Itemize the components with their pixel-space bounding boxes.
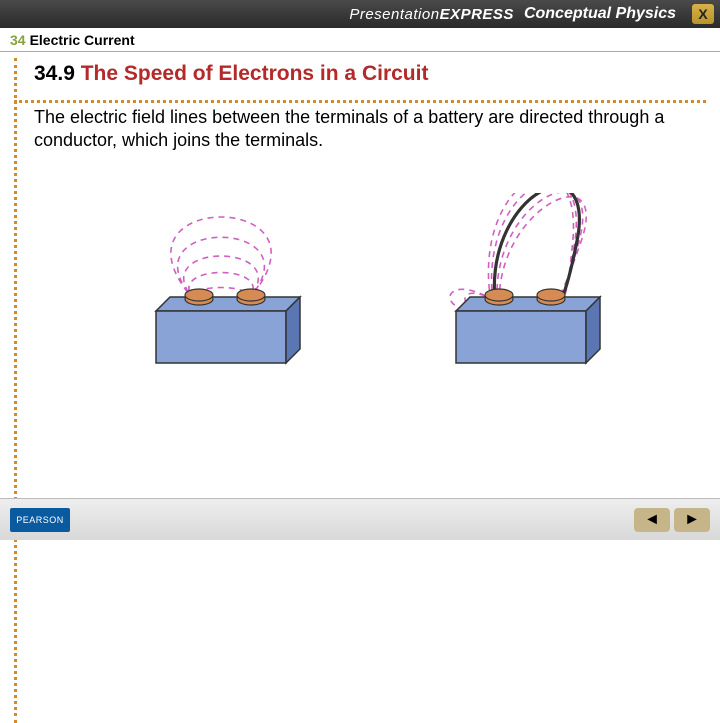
content-area: 34.9 The Speed of Electrons in a Circuit… [0, 52, 720, 423]
battery-closed-diagram [391, 193, 651, 423]
battery-open-diagram [91, 193, 351, 423]
section-number: 34.9 [34, 62, 75, 85]
brand: PresentationEXPRESS [349, 6, 514, 23]
textbook-title: Conceptual Physics [524, 5, 676, 23]
body-text: The electric field lines between the ter… [34, 106, 674, 153]
dotted-border-left [14, 58, 17, 723]
close-button[interactable]: X [692, 4, 714, 24]
dotted-border-top [14, 100, 706, 103]
next-icon: ► [684, 511, 700, 529]
brand-express: EXPRESS [440, 6, 514, 23]
brand-pres: Presentation [349, 6, 439, 23]
pearson-logo: PEARSON [10, 508, 70, 532]
section-heading: 34.9 The Speed of Electrons in a Circuit [34, 62, 708, 86]
footer-bar: PEARSON ◄ ► [0, 498, 720, 540]
top-bar: PresentationEXPRESS Conceptual Physics X [0, 0, 720, 28]
prev-icon: ◄ [644, 511, 660, 529]
figure [34, 193, 708, 423]
prev-button[interactable]: ◄ [634, 508, 670, 532]
next-button[interactable]: ► [674, 508, 710, 532]
chapter-bar: 34 Electric Current [0, 28, 720, 52]
section-title: The Speed of Electrons in a Circuit [81, 62, 429, 85]
chapter-number: 34 [10, 32, 26, 48]
chapter-title: Electric Current [30, 32, 135, 48]
close-icon: X [698, 6, 707, 22]
nav-buttons: ◄ ► [634, 508, 710, 532]
